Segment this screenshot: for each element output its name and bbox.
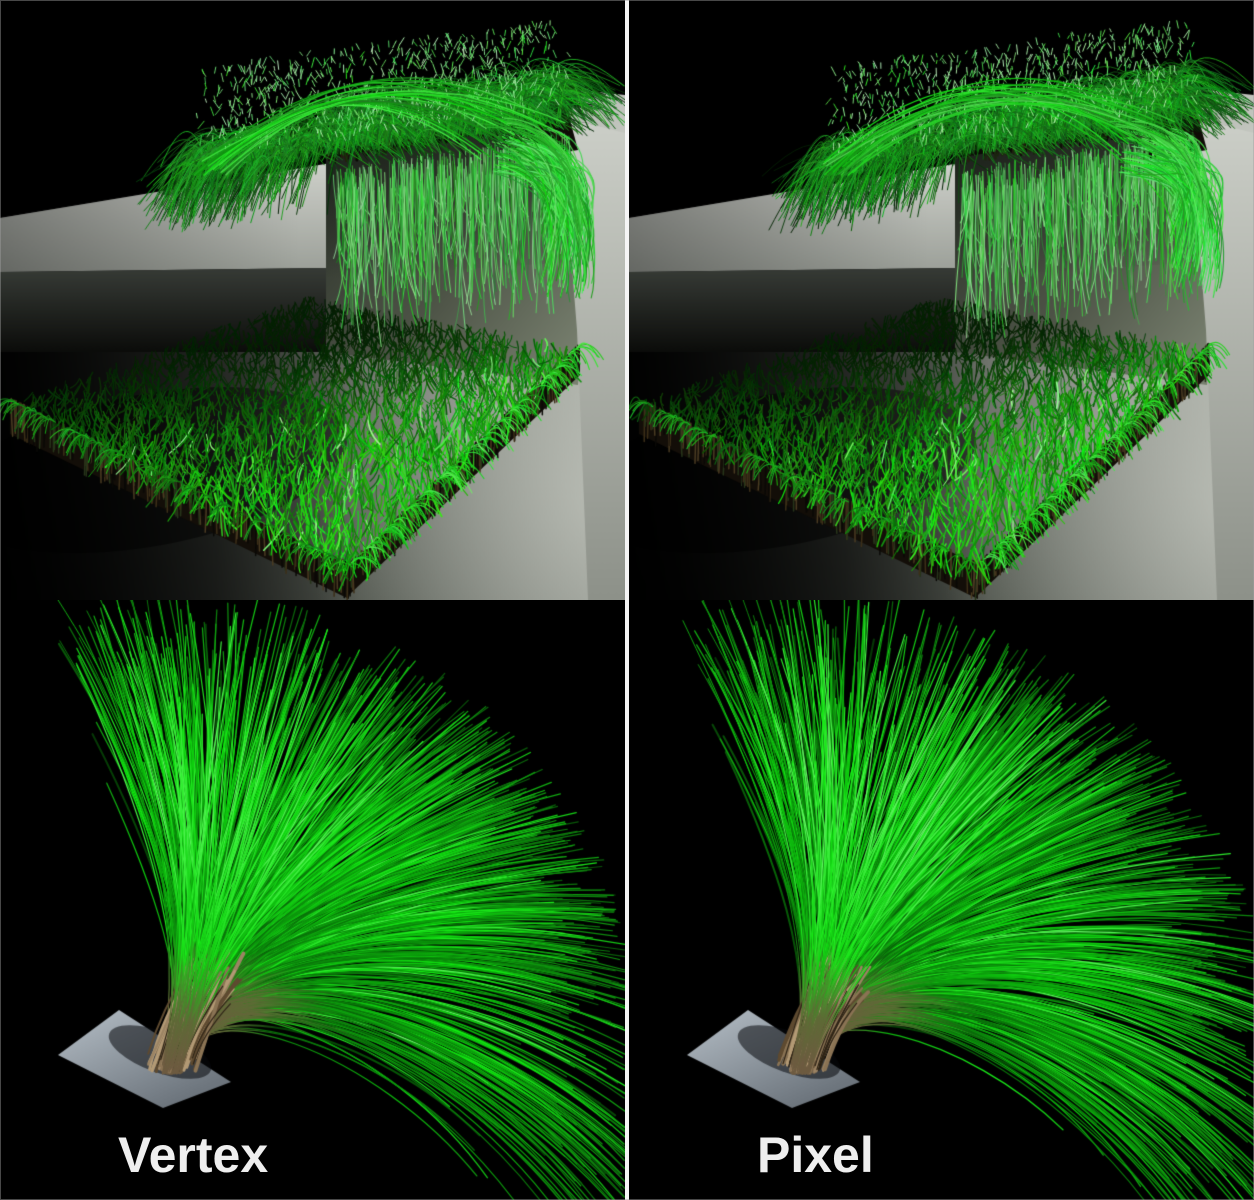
pixel-grass-fountain-render [629,600,1254,1200]
column-divider [625,0,629,1200]
vertex-grass-ledge-render [0,0,625,600]
pixel-grass-ledge-render [629,0,1254,600]
pixel-column [629,0,1254,1200]
vertex-column [0,0,625,1200]
vertex-label: Vertex [118,1127,269,1183]
pixel-label: Pixel [757,1127,874,1183]
vertex-grass-fountain-render [0,600,625,1200]
